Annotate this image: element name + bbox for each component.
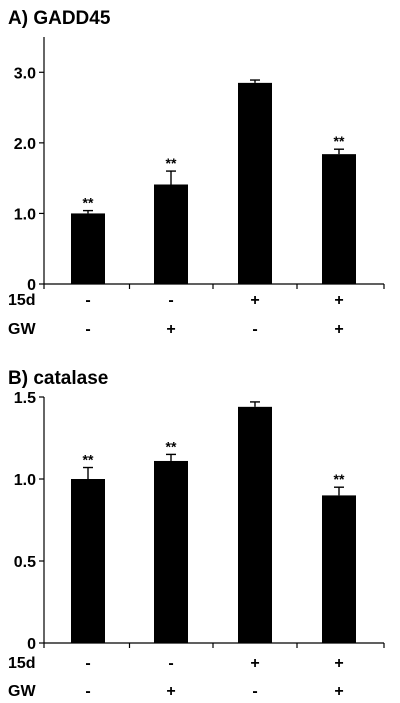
panel-1-condition-value: +: [334, 321, 343, 338]
panel-1-condition-value: -: [168, 292, 173, 309]
panel-1-bar: [154, 184, 188, 284]
panel-2-condition-value: -: [252, 683, 257, 700]
panel-1-chart-title: A) GADD45: [8, 8, 111, 29]
panel-1-bar: [71, 213, 105, 284]
panel-2-condition-name: GW: [8, 683, 36, 700]
panel-2-chart-title: B) catalase: [8, 368, 108, 389]
panel-1-y-tick-label: 2.0: [14, 136, 36, 153]
panel-2-bar: [71, 479, 105, 643]
panel-2-y-tick-label: 1.0: [14, 472, 36, 489]
panel-1-y-tick-label: 0: [27, 277, 36, 294]
panel-2-bar: [238, 406, 272, 643]
panel-1-condition-name: 15d: [8, 292, 36, 309]
panel-1-condition-value: -: [252, 321, 257, 338]
panel-1-condition-value: -: [85, 292, 90, 309]
panel-1-significance-label: **: [83, 195, 94, 211]
panel-1-condition-value: -: [85, 321, 90, 338]
panel-1-significance-label: **: [166, 155, 177, 171]
panel-2-condition-value: +: [334, 683, 343, 700]
panel-1-significance-label: **: [334, 133, 345, 149]
panel-1-condition-name: GW: [8, 321, 36, 338]
panel-2-significance-label: **: [334, 471, 345, 487]
panel-2-condition-value: -: [85, 683, 90, 700]
panel-1-condition-value: +: [334, 292, 343, 309]
panel-2-condition-value: +: [334, 655, 343, 672]
panel-2-y-tick-label: 1.5: [14, 390, 36, 407]
panel-1-bar: [322, 154, 356, 284]
panel-2-y-tick-label: 0.5: [14, 554, 36, 571]
panel-2-significance-label: **: [83, 452, 94, 468]
panel-1-y-tick-label: 3.0: [14, 65, 36, 82]
panel-2-condition-value: -: [85, 655, 90, 672]
panel-2-bar: [154, 460, 188, 643]
panel-2-significance-label: **: [166, 438, 177, 454]
panel-2-condition-value: +: [250, 655, 259, 672]
panel-1-bar: [238, 82, 272, 284]
panel-1-y-tick-label: 1.0: [14, 206, 36, 223]
panel-2-condition-value: -: [168, 655, 173, 672]
panel-2-condition-name: 15d: [8, 655, 36, 672]
panel-1-condition-value: +: [250, 292, 259, 309]
panel-2-condition-value: +: [166, 683, 175, 700]
panel-2-bar: [322, 495, 356, 643]
panel-2-y-tick-label: 0: [27, 636, 36, 653]
panel-1-condition-value: +: [166, 321, 175, 338]
